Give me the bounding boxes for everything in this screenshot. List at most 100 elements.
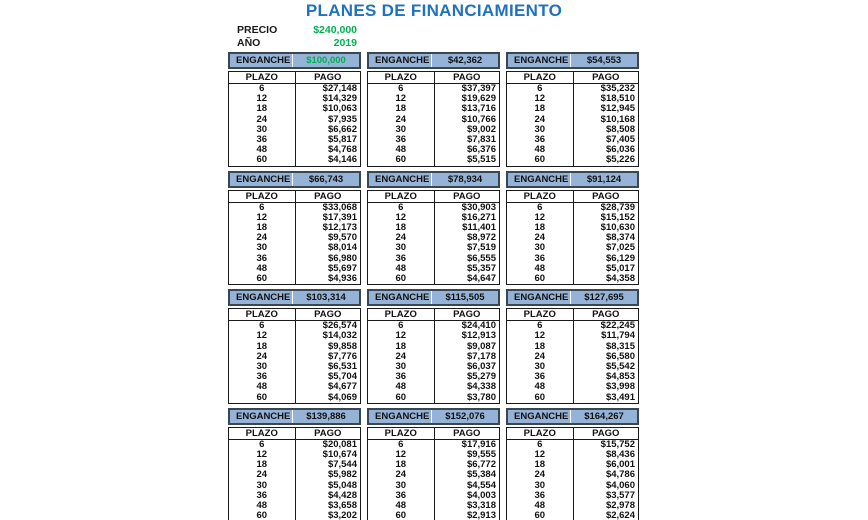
table-row: 60 $4,358 bbox=[507, 273, 638, 285]
plazo-cell: 24 bbox=[229, 233, 296, 244]
pago-cell: $11,401 bbox=[462, 222, 496, 234]
ano-row: AÑO 2019 bbox=[237, 37, 357, 50]
price-year-info: PRECIO $240,000 AÑO 2019 bbox=[237, 24, 357, 50]
plazo-cell: 24 bbox=[229, 470, 296, 481]
plan-table: ENGANCHE $139,886 PLAZO PAGO 6 $20,081 12 $… bbox=[228, 407, 361, 520]
pago-cell: $14,329 bbox=[322, 93, 357, 105]
plan-body: PLAZO PAGO 6 $37,397 12 $19,629 18 $13,716 24 $… bbox=[367, 71, 500, 167]
plazo-cell: 18 bbox=[229, 460, 296, 471]
pago-cell: $4,146 bbox=[327, 154, 357, 166]
pago-cell: $37,397 bbox=[461, 83, 496, 94]
plazo-cell: 6 bbox=[507, 83, 574, 95]
plazo-cell: 6 bbox=[507, 439, 574, 451]
plazo-cell: 24 bbox=[507, 233, 574, 244]
table-row: 12 $10,674 bbox=[229, 449, 360, 461]
pago-cell: $8,508 bbox=[605, 123, 635, 135]
table-row: 12 $16,271 bbox=[368, 212, 499, 224]
ano-label: AÑO bbox=[237, 37, 261, 49]
pago-cell: $5,226 bbox=[605, 154, 635, 166]
table-row: 6 $30,903 bbox=[368, 202, 499, 213]
plazo-cell: 30 bbox=[229, 124, 296, 136]
plan-body: PLAZO PAGO 6 $30,903 12 $16,271 18 $11,401 24 $… bbox=[367, 189, 500, 286]
pago-header: PAGO bbox=[434, 309, 499, 322]
table-row: 36 $6,555 bbox=[368, 253, 499, 264]
table-row: 48 $3,318 bbox=[368, 500, 499, 512]
plazo-cell: 24 bbox=[507, 351, 574, 363]
table-row: 30 $5,542 bbox=[507, 361, 638, 373]
table-row: 6 $27,148 bbox=[229, 83, 360, 95]
plazo-pago-table: PLAZO PAGO 6 $22,245 12 $11,794 18 $8,315 24 $6… bbox=[507, 309, 638, 403]
plazo-cell: 36 bbox=[229, 490, 296, 502]
plan-table: ENGANCHE $54,553 PLAZO PAGO 6 $35,232 12 $1… bbox=[506, 52, 639, 167]
plan-table: ENGANCHE $91,124 PLAZO PAGO 6 $28,739 12 $1… bbox=[506, 170, 639, 286]
enganche-value: $100,000 bbox=[306, 55, 346, 66]
enganche-label: ENGANCHE bbox=[369, 172, 432, 186]
plazo-pago-table: PLAZO PAGO 6 $30,903 12 $16,271 18 $11,401 24 $… bbox=[368, 190, 499, 285]
pago-cell: $9,570 bbox=[327, 232, 357, 244]
table-row: 18 $6,001 bbox=[507, 459, 638, 471]
table-row: 24 $9,570 bbox=[229, 232, 360, 244]
table-header-row: PLAZO PAGO bbox=[368, 427, 499, 440]
plazo-cell: 60 bbox=[507, 511, 574, 520]
ano-value: 2019 bbox=[333, 37, 357, 49]
plazo-header: PLAZO bbox=[229, 72, 296, 84]
pago-cell: $5,384 bbox=[466, 469, 496, 481]
pago-cell: $4,936 bbox=[327, 273, 357, 285]
plazo-cell: 30 bbox=[229, 480, 296, 491]
enganche-header: ENGANCHE $42,362 bbox=[367, 52, 500, 69]
precio-label: PRECIO bbox=[237, 24, 278, 36]
table-row: 18 $12,173 bbox=[229, 222, 360, 234]
plazo-cell: 6 bbox=[507, 202, 574, 213]
plazo-cell: 30 bbox=[507, 361, 574, 373]
plazo-cell: 48 bbox=[229, 382, 296, 393]
table-row: 6 $22,245 bbox=[507, 320, 638, 332]
table-row: 36 $6,980 bbox=[229, 253, 360, 264]
pago-cell: $7,831 bbox=[466, 134, 496, 146]
table-row: 36 $4,428 bbox=[229, 490, 360, 502]
table-row: 48 $5,017 bbox=[507, 263, 638, 275]
pago-cell: $9,858 bbox=[327, 340, 357, 352]
plazo-cell: 24 bbox=[368, 114, 435, 125]
pago-cell: $14,032 bbox=[322, 330, 357, 342]
plazo-cell: 48 bbox=[229, 263, 296, 275]
plazo-cell: 36 bbox=[368, 253, 435, 264]
table-row: 6 $20,081 bbox=[229, 439, 360, 451]
pago-cell: $8,972 bbox=[466, 232, 496, 244]
enganche-label: ENGANCHE bbox=[369, 409, 432, 423]
enganche-header: ENGANCHE $103,314 bbox=[228, 289, 361, 307]
plazo-pago-table: PLAZO PAGO 6 $15,752 12 $8,436 18 $6,001 24 $4,… bbox=[507, 427, 638, 520]
plazo-cell: 36 bbox=[229, 372, 296, 383]
plazo-cell: 48 bbox=[368, 263, 435, 275]
plazo-cell: 12 bbox=[368, 449, 435, 461]
pago-cell: $2,913 bbox=[466, 510, 496, 520]
table-row: 36 $3,577 bbox=[507, 489, 638, 502]
table-row: 12 $14,329 bbox=[229, 93, 360, 105]
plazo-cell: 18 bbox=[368, 460, 435, 471]
table-row: 60 $4,647 bbox=[368, 273, 499, 285]
pago-cell: $10,766 bbox=[461, 113, 496, 125]
plazo-cell: 18 bbox=[507, 222, 574, 234]
plazo-cell: 36 bbox=[507, 372, 574, 383]
plazo-cell: 60 bbox=[507, 273, 574, 285]
enganche-header: ENGANCHE $91,124 bbox=[506, 170, 639, 188]
enganche-value: $115,505 bbox=[445, 292, 485, 304]
table-row: 18 $13,716 bbox=[368, 104, 499, 115]
plazo-cell: 36 bbox=[229, 253, 296, 264]
pago-cell: $6,531 bbox=[327, 361, 357, 373]
enganche-label: ENGANCHE bbox=[369, 291, 432, 305]
pago-cell: $6,001 bbox=[605, 459, 635, 471]
table-row: 12 $15,152 bbox=[507, 212, 638, 224]
table-row: 24 $5,982 bbox=[229, 470, 360, 481]
plazo-cell: 12 bbox=[229, 331, 296, 342]
pago-cell: $8,436 bbox=[605, 449, 635, 461]
pago-cell: $3,318 bbox=[466, 500, 496, 512]
pago-cell: $3,577 bbox=[605, 489, 635, 501]
table-header-row: PLAZO PAGO bbox=[507, 427, 638, 440]
pago-cell: $3,658 bbox=[327, 500, 357, 512]
plan-body: PLAZO PAGO 6 $35,232 12 $18,510 18 $12,945 24 $… bbox=[506, 71, 639, 167]
pago-cell: $7,178 bbox=[466, 350, 496, 362]
table-row: 6 $26,574 bbox=[229, 320, 360, 332]
table-row: 36 $7,831 bbox=[368, 134, 499, 146]
table-row: 30 $6,531 bbox=[229, 361, 360, 373]
plan-body: PLAZO PAGO 6 $20,081 12 $10,674 18 $7,544 24 $5… bbox=[228, 426, 361, 520]
